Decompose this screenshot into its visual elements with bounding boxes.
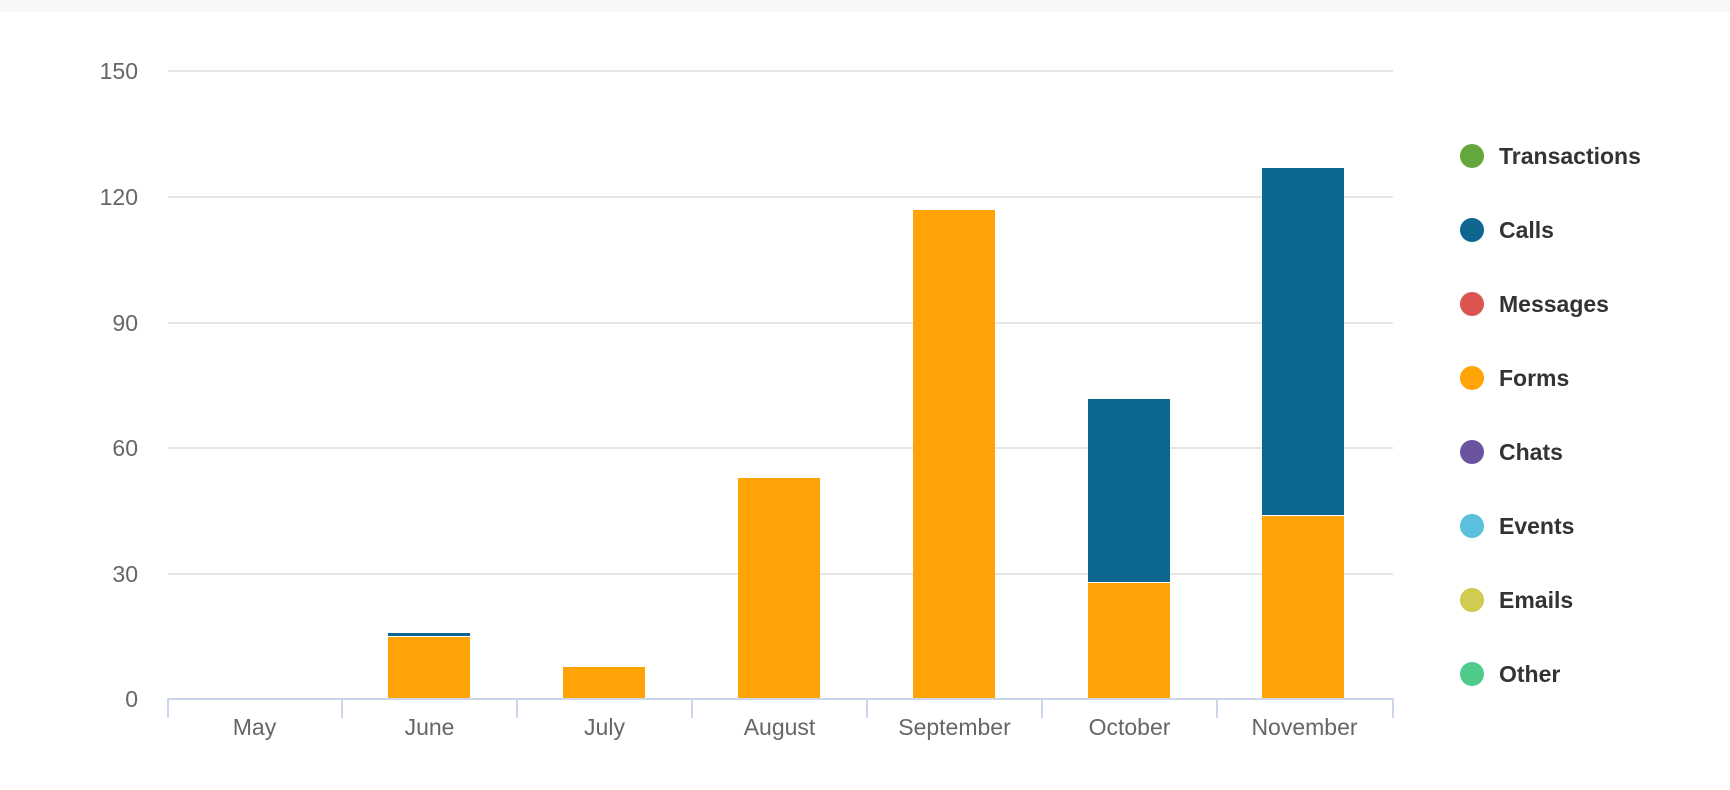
y-tick-label: 60 — [112, 435, 138, 461]
legend-item-chats[interactable]: Chats — [1460, 437, 1563, 467]
bar-september[interactable] — [913, 209, 995, 699]
legend-dot-icon — [1460, 218, 1484, 242]
bar-segment-calls[interactable] — [1262, 167, 1344, 515]
x-tick-label: July — [584, 714, 625, 740]
y-tick-label: 90 — [112, 310, 138, 336]
legend-label: Chats — [1499, 438, 1563, 465]
bar-segment-forms[interactable] — [1262, 514, 1344, 699]
y-tick-label: 30 — [112, 561, 138, 587]
legend-item-emails[interactable]: Emails — [1460, 585, 1573, 615]
legend-label: Calls — [1499, 216, 1554, 243]
x-tick-label: September — [898, 714, 1011, 740]
legend-label: Events — [1499, 512, 1575, 539]
legend-label: Messages — [1499, 290, 1609, 317]
legend-dot-icon — [1460, 440, 1484, 464]
gridline-60 — [168, 447, 1393, 449]
bar-june[interactable] — [388, 632, 470, 699]
bar-segment-forms[interactable] — [388, 636, 470, 699]
x-tick-label: October — [1088, 714, 1171, 740]
legend-label: Transactions — [1499, 142, 1641, 169]
legend-label: Other — [1499, 660, 1561, 687]
x-tick — [866, 698, 868, 718]
legend-item-transactions[interactable]: Transactions — [1460, 141, 1641, 171]
x-tick-label: August — [743, 714, 816, 740]
y-tick-label: 0 — [125, 686, 138, 712]
bar-segment-forms[interactable] — [738, 477, 820, 699]
x-tick — [167, 698, 169, 718]
legend-label: Forms — [1499, 364, 1570, 391]
legend-item-events[interactable]: Events — [1460, 511, 1574, 541]
bar-october[interactable] — [1088, 397, 1170, 699]
y-tick-label: 150 — [99, 58, 138, 84]
bar-segment-forms[interactable] — [563, 665, 645, 699]
x-tick — [1041, 698, 1043, 718]
x-tick — [1392, 698, 1394, 718]
bar-november[interactable] — [1262, 167, 1344, 699]
gridline-120 — [168, 196, 1393, 198]
x-axis-line — [167, 698, 1394, 700]
bar-segment-forms[interactable] — [1088, 581, 1170, 699]
gridline-150 — [168, 70, 1393, 72]
x-tick — [1216, 698, 1218, 718]
x-tick — [341, 698, 343, 718]
bar-segment-calls[interactable] — [388, 632, 470, 637]
bar-segment-forms[interactable] — [913, 209, 995, 699]
x-tick-label: November — [1251, 714, 1358, 740]
legend-dot-icon — [1460, 292, 1484, 316]
x-tick — [516, 698, 518, 718]
legend-item-calls[interactable]: Calls — [1460, 215, 1554, 245]
legend-dot-icon — [1460, 366, 1484, 390]
legend-dot-icon — [1460, 144, 1484, 168]
legend-item-messages[interactable]: Messages — [1460, 289, 1609, 319]
x-tick-label: May — [232, 714, 277, 740]
top-strip — [0, 0, 1730, 12]
x-tick-label: June — [404, 714, 455, 740]
x-tick — [691, 698, 693, 718]
bar-july[interactable] — [563, 665, 645, 699]
y-tick-label: 120 — [99, 184, 138, 210]
bar-segment-calls[interactable] — [1088, 397, 1170, 582]
legend-dot-icon — [1460, 514, 1484, 538]
legend-dot-icon — [1460, 662, 1484, 686]
legend-label: Emails — [1499, 586, 1574, 613]
legend-item-forms[interactable]: Forms — [1460, 363, 1569, 393]
bar-august[interactable] — [738, 477, 820, 699]
legend-item-other[interactable]: Other — [1460, 659, 1560, 689]
gridline-90 — [168, 322, 1393, 324]
legend-dot-icon — [1460, 588, 1484, 612]
